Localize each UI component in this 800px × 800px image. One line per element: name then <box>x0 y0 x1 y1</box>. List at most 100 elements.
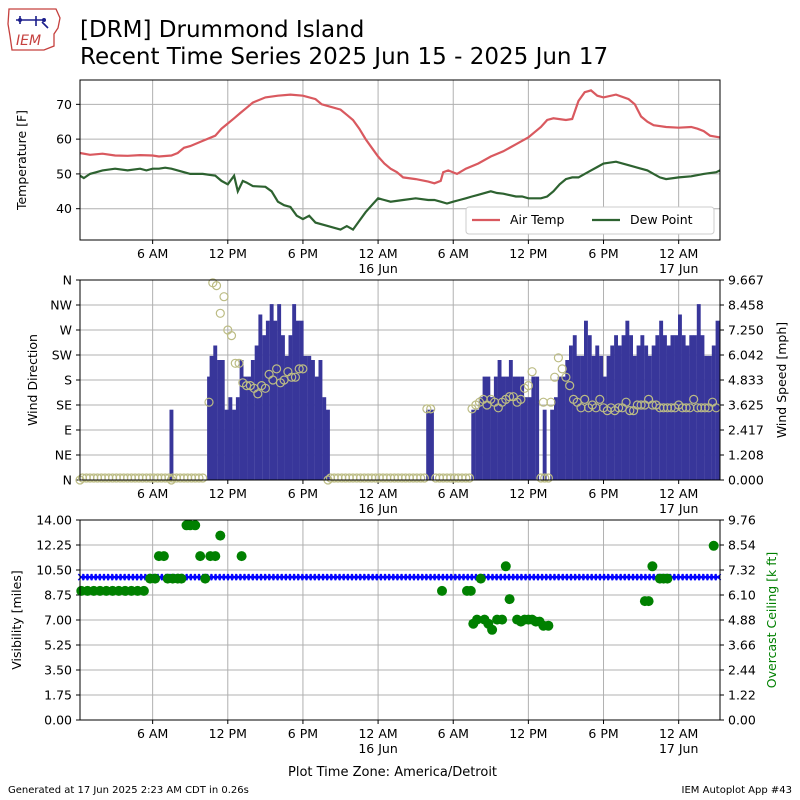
wind-direction-marker <box>461 473 471 483</box>
wind-speed-bar <box>527 397 532 480</box>
ceiling-point <box>158 551 169 562</box>
wind-speed-bar <box>617 345 622 480</box>
wind-speed-bar <box>311 360 315 480</box>
ceiling-tick-label: 9.76 <box>728 513 756 528</box>
ceiling-point <box>475 573 486 584</box>
wind-speed-bar <box>621 335 626 480</box>
x-tick-label: 12 AM <box>358 486 397 501</box>
wind-speed-bar <box>254 345 259 480</box>
speed-tick-label: 1.208 <box>728 448 764 463</box>
wind-speed-bar <box>288 335 293 480</box>
wind-direction-marker <box>546 397 556 407</box>
dew-point-line <box>79 160 721 232</box>
speed-tick-label: 3.625 <box>728 398 764 413</box>
footer-generated: Generated at 17 Jun 2025 2:23 AM CDT in … <box>8 785 249 796</box>
direction-tick-label: S <box>64 373 72 388</box>
ceiling-tick-label: 7.32 <box>728 563 756 578</box>
wind-direction-marker <box>561 372 571 382</box>
chart-subtitle: Recent Time Series 2025 Jun 15 - 2025 Ju… <box>80 44 609 70</box>
wind-speed-bar <box>584 320 588 480</box>
wind-speed-bar <box>516 376 521 480</box>
direction-tick-label: SW <box>52 348 72 363</box>
wind-direction-marker <box>298 364 308 374</box>
logo-text: IEM <box>16 33 41 49</box>
wind-speed-bar <box>614 335 618 480</box>
x-tick-label: 6 AM <box>438 246 469 261</box>
wind-direction-marker <box>523 381 534 391</box>
visibility-tick-label: 3.50 <box>44 663 72 678</box>
wind-direction-marker <box>700 403 710 413</box>
visibility-tick-label: 8.75 <box>44 588 72 603</box>
wind-speed-bar <box>678 314 682 480</box>
legend-dew-point-label: Dew Point <box>630 212 693 227</box>
wind-speed-bar <box>565 360 570 480</box>
wind-speed-bar <box>232 409 236 480</box>
ceiling-tick-label: 8.54 <box>728 538 756 553</box>
plot-frame <box>79 79 721 241</box>
wind-speed-bar <box>281 335 285 480</box>
wind-direction-marker <box>419 473 429 483</box>
x-tick-sublabel: 16 Jun <box>358 741 397 756</box>
wind-speed-bar <box>561 376 566 480</box>
wind-direction-marker <box>613 403 624 413</box>
air-temp-line <box>79 89 721 185</box>
x-tick-label: 12 AM <box>358 726 397 741</box>
wind-direction-marker <box>422 404 432 414</box>
x-tick-sublabel: 16 Jun <box>358 261 397 276</box>
visibility-tick-label: 12.25 <box>36 538 72 553</box>
wind-speed-bar <box>471 409 476 480</box>
wind-speed-bar <box>606 355 611 480</box>
iem-logo: IEM <box>6 6 62 52</box>
wind-speed-bar <box>269 304 274 480</box>
wind-direction-marker <box>253 389 263 399</box>
ceiling-point <box>200 573 211 584</box>
x-tick-sublabel: 17 Jun <box>659 741 698 756</box>
wind-direction-marker <box>194 473 204 483</box>
x-tick-label: 6 AM <box>137 246 168 261</box>
wind-speed-bar <box>243 376 248 480</box>
wind-speed-bar <box>576 355 581 480</box>
x-tick-sublabel: 16 Jun <box>358 501 397 516</box>
wind-speed-bar <box>531 376 536 480</box>
wind-speed-bar <box>277 304 282 480</box>
ceiling-point <box>543 620 554 631</box>
wind-direction-marker <box>550 372 560 382</box>
speed-tick-label: 0.000 <box>728 473 764 488</box>
y-axis-label: Wind Direction <box>25 334 40 426</box>
wind-speed-bar <box>535 376 540 480</box>
wind-speed-bar <box>250 360 255 480</box>
wind-speed-bar <box>490 397 494 480</box>
wind-speed-bar <box>651 345 656 480</box>
wind-speed-bar <box>655 335 660 480</box>
direction-tick-label: NE <box>55 448 72 463</box>
wind-speed-bar <box>711 345 716 480</box>
wind-speed-bar <box>296 320 300 480</box>
wind-speed-bar <box>322 397 327 480</box>
wind-direction-marker <box>230 358 240 368</box>
wind-direction-marker <box>543 473 554 483</box>
direction-tick-label: N <box>63 473 72 488</box>
wind-speed-bar <box>307 355 312 480</box>
wind-speed-bar <box>647 355 652 480</box>
wind-speed-bar <box>501 376 506 480</box>
wind-direction-marker <box>689 394 699 404</box>
ceiling-point <box>210 551 221 562</box>
wind-speed-bar <box>497 360 502 480</box>
wind-direction-marker <box>260 383 270 393</box>
wind-speed-bar <box>486 376 491 480</box>
wind-speed-bar <box>213 345 218 480</box>
ceiling-point <box>150 573 161 584</box>
x-tick-label: 12 AM <box>659 246 698 261</box>
wind-speed-bar <box>220 360 225 480</box>
wind-speed-bar <box>299 320 304 480</box>
x-tick-label: 6 PM <box>588 246 618 261</box>
visibility-tick-label: 0.00 <box>44 713 72 728</box>
wind-speed-bar <box>169 409 174 480</box>
wind-speed-bar <box>681 335 686 480</box>
wind-direction-marker <box>290 372 300 382</box>
visibility-tick-label: 14.00 <box>36 513 72 528</box>
ceiling-point <box>195 551 206 562</box>
wind-speed-bar <box>572 335 577 480</box>
wind-direction-marker <box>198 473 208 483</box>
wind-speed-bar <box>430 409 434 480</box>
